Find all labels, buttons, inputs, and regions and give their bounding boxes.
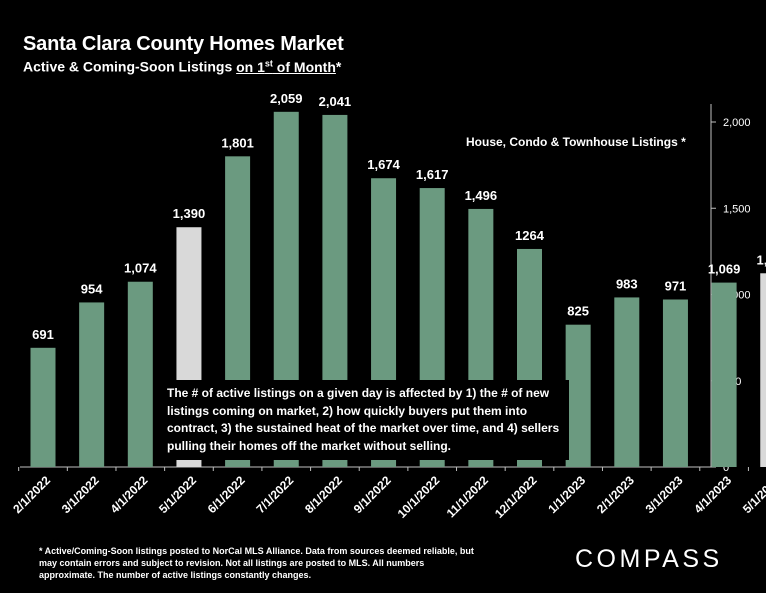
data-label: 1,496 <box>465 188 498 203</box>
x-tick-label: 9/1/2022 <box>351 473 394 516</box>
x-tick-label: 3/1/2022 <box>59 473 102 516</box>
y-tick-label: 0 <box>723 462 729 474</box>
subtitle-superscript: st <box>264 58 273 68</box>
x-tick-label: 4/1/2022 <box>107 473 150 516</box>
footnote: * Active/Coming-Soon listings posted to … <box>39 546 474 580</box>
data-label: 971 <box>665 279 687 294</box>
y-tick-label: 1,500 <box>723 203 751 215</box>
x-tick-label: 2/1/2023 <box>594 473 637 516</box>
data-label: 1,074 <box>124 261 157 276</box>
x-tick-label: 2/1/2022 <box>10 473 53 516</box>
x-tick-label: 7/1/2022 <box>253 473 296 516</box>
x-tick-label: 8/1/2022 <box>302 473 345 516</box>
data-label: 983 <box>616 276 638 291</box>
x-tick-label: 3/1/2023 <box>643 473 686 516</box>
bar <box>662 299 688 467</box>
data-label: 691 <box>32 327 54 342</box>
y-tick-label: 2,000 <box>723 117 751 129</box>
data-label: 2,041 <box>319 94 352 109</box>
subtitle-underlined-tail: of Month <box>272 58 336 75</box>
bar <box>30 347 56 467</box>
compass-logo: COMPASS <box>575 545 723 573</box>
x-tick-label: 4/1/2023 <box>691 473 734 516</box>
data-label: 1,674 <box>367 157 400 172</box>
data-label: 1,617 <box>416 167 449 182</box>
data-label: 2,059 <box>270 91 303 106</box>
bar <box>760 273 766 467</box>
subtitle-underlined: on 1st of Month <box>236 58 336 75</box>
data-label: 825 <box>567 304 589 319</box>
bar <box>79 302 105 467</box>
x-tick-label: 11/1/2022 <box>444 473 491 520</box>
annotation-box: The # of active listings on a given day … <box>159 380 569 460</box>
bar <box>565 324 591 467</box>
data-label: 1,390 <box>173 206 206 221</box>
bar <box>614 297 640 467</box>
chart-subtitle: Active & Coming-Soon Listings on 1st of … <box>23 58 341 75</box>
x-tick-label: 10/1/2022 <box>395 473 443 521</box>
data-label: 1,123 <box>756 252 766 267</box>
x-tick-label: 5/1/2022 <box>156 473 199 516</box>
bar <box>711 282 737 467</box>
chart-title: Santa Clara County Homes Market <box>23 33 344 55</box>
bar <box>127 281 153 467</box>
legend-note: House, Condo & Townhouse Listings * <box>466 135 686 149</box>
data-label: 954 <box>81 281 103 296</box>
x-tick-label: 12/1/2022 <box>492 473 540 521</box>
data-label: 1,069 <box>708 262 741 277</box>
subtitle-asterisk: * <box>335 58 342 75</box>
data-label: 1264 <box>515 228 545 243</box>
data-label: 1,801 <box>221 135 254 150</box>
subtitle-underlined-text: on 1 <box>236 58 265 75</box>
x-tick-label: 1/1/2023 <box>545 473 588 516</box>
subtitle-text: Active & Coming-Soon Listings <box>23 58 237 75</box>
x-tick-label: 6/1/2022 <box>205 473 248 516</box>
x-tick-label: 5/1/2023 <box>740 473 766 516</box>
